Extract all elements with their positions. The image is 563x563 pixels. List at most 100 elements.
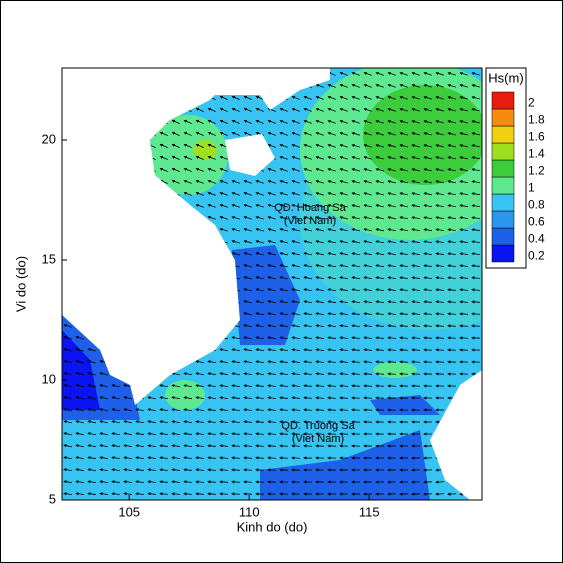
direction-arrow — [111, 480, 121, 484]
direction-arrow — [159, 312, 168, 316]
direction-arrow — [147, 432, 157, 436]
direction-arrow — [267, 360, 277, 364]
direction-arrow — [399, 204, 408, 208]
direction-arrow — [243, 324, 253, 328]
direction-arrow — [327, 204, 336, 208]
direction-arrow — [243, 336, 253, 340]
direction-arrow — [399, 360, 409, 364]
direction-arrow — [435, 288, 445, 292]
direction-arrow — [303, 180, 312, 184]
direction-arrow — [279, 95, 288, 100]
direction-arrow — [195, 372, 205, 376]
direction-arrow — [303, 252, 312, 256]
direction-arrow — [207, 119, 216, 124]
direction-arrow — [255, 107, 264, 112]
direction-arrow — [159, 143, 168, 148]
direction-arrow — [447, 180, 456, 184]
direction-arrow — [375, 156, 384, 160]
direction-arrow — [63, 456, 73, 460]
colorbar-tick-label: 1.8 — [528, 113, 545, 127]
direction-arrow — [183, 215, 192, 220]
direction-arrow — [111, 360, 120, 364]
direction-arrow — [63, 444, 72, 448]
direction-arrow — [135, 143, 144, 148]
direction-arrow — [123, 396, 132, 400]
direction-arrow — [279, 312, 289, 316]
direction-arrow — [255, 288, 264, 292]
direction-arrow — [363, 204, 372, 208]
direction-arrow — [399, 83, 408, 88]
direction-arrow — [447, 72, 456, 76]
direction-arrow — [459, 192, 469, 196]
direction-arrow — [279, 179, 288, 184]
direction-arrow — [207, 83, 216, 89]
direction-arrow — [219, 348, 229, 352]
direction-arrow — [327, 360, 337, 364]
direction-arrow — [303, 264, 312, 268]
direction-arrow — [291, 107, 300, 112]
direction-arrow — [471, 288, 481, 292]
direction-arrow — [375, 288, 385, 292]
colorbar-swatch — [491, 193, 515, 212]
direction-arrow — [87, 71, 96, 77]
direction-arrow — [123, 492, 133, 496]
direction-arrow — [387, 192, 396, 196]
direction-arrow — [291, 119, 300, 124]
direction-arrow — [387, 83, 396, 88]
direction-arrow — [267, 143, 276, 148]
direction-arrow — [303, 204, 312, 208]
direction-arrow — [315, 408, 325, 412]
direction-arrow — [63, 71, 72, 77]
direction-arrow — [387, 264, 397, 268]
direction-arrow — [423, 108, 432, 112]
direction-arrow — [363, 264, 373, 268]
direction-arrow — [183, 264, 192, 268]
direction-arrow — [267, 288, 276, 292]
direction-arrow — [291, 348, 301, 352]
direction-arrow — [195, 444, 205, 448]
direction-arrow — [87, 107, 96, 113]
direction-arrow — [159, 300, 168, 304]
direction-arrow — [87, 83, 96, 89]
direction-arrow — [447, 228, 457, 232]
direction-arrow — [123, 251, 132, 256]
direction-arrow — [279, 360, 289, 364]
direction-arrow — [231, 252, 240, 256]
direction-arrow — [255, 276, 264, 280]
direction-arrow — [171, 215, 180, 220]
direction-arrow — [363, 144, 372, 148]
colorbar-tick-label: 1.2 — [528, 164, 545, 178]
direction-arrow — [219, 300, 228, 304]
direction-arrow — [267, 264, 276, 268]
direction-arrow — [375, 252, 385, 256]
direction-arrow — [87, 432, 97, 436]
direction-arrow — [231, 240, 240, 244]
direction-arrow — [135, 167, 144, 172]
direction-arrow — [75, 275, 84, 280]
direction-arrow — [159, 251, 168, 256]
direction-arrow — [99, 131, 108, 137]
direction-arrow — [63, 420, 72, 424]
direction-arrow — [447, 276, 457, 280]
direction-arrow — [375, 83, 384, 88]
direction-arrow — [435, 492, 445, 496]
direction-arrow — [303, 312, 313, 316]
direction-arrow — [195, 107, 204, 112]
direction-arrow — [147, 444, 157, 448]
direction-arrow — [291, 288, 300, 292]
direction-arrow — [315, 71, 324, 76]
direction-arrow — [399, 192, 408, 196]
direction-arrow — [255, 348, 265, 352]
direction-arrow — [459, 300, 469, 304]
direction-arrow — [363, 396, 373, 400]
direction-arrow — [99, 348, 108, 352]
direction-arrow — [195, 300, 204, 304]
direction-arrow — [303, 143, 312, 148]
direction-arrow — [255, 71, 264, 76]
direction-arrow — [423, 252, 433, 256]
direction-arrow — [87, 119, 96, 125]
direction-arrow — [243, 408, 253, 412]
direction-arrow — [267, 372, 277, 376]
direction-arrow — [183, 468, 193, 472]
y-tick-label: 5 — [49, 491, 56, 506]
